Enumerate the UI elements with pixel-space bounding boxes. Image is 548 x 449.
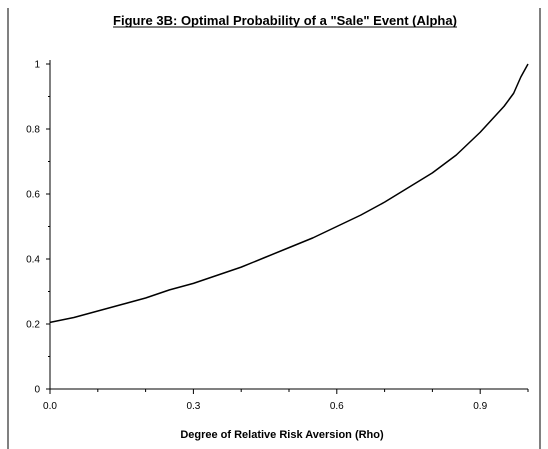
axes-group [49,60,528,390]
x-axis-label: Degree of Relative Risk Aversion (Rho) [180,429,384,441]
y-tick-label: 1 [34,60,40,71]
series-line-0 [49,63,529,324]
y-tick-label: 0.4 [26,255,40,266]
y-tick-label: 0 [34,385,40,396]
ticks-group [46,63,529,394]
x-tick-label: 0.9 [473,401,487,412]
tick-labels-group: 0 0.2 0.4 0.6 0.8 1 0.0 0.3 0.6 0.9 [26,60,487,413]
y-tick-label: 0.6 [26,190,40,201]
y-tick-label: 0.8 [26,125,40,136]
x-tick-label: 0.0 [43,401,57,412]
chart-title: Figure 3B: Optimal Probability of a "Sal… [113,13,457,28]
x-tick-label: 0.3 [186,401,200,412]
series-group [49,63,529,324]
x-tick-label: 0.6 [330,401,344,412]
y-tick-label: 0.2 [26,320,40,331]
